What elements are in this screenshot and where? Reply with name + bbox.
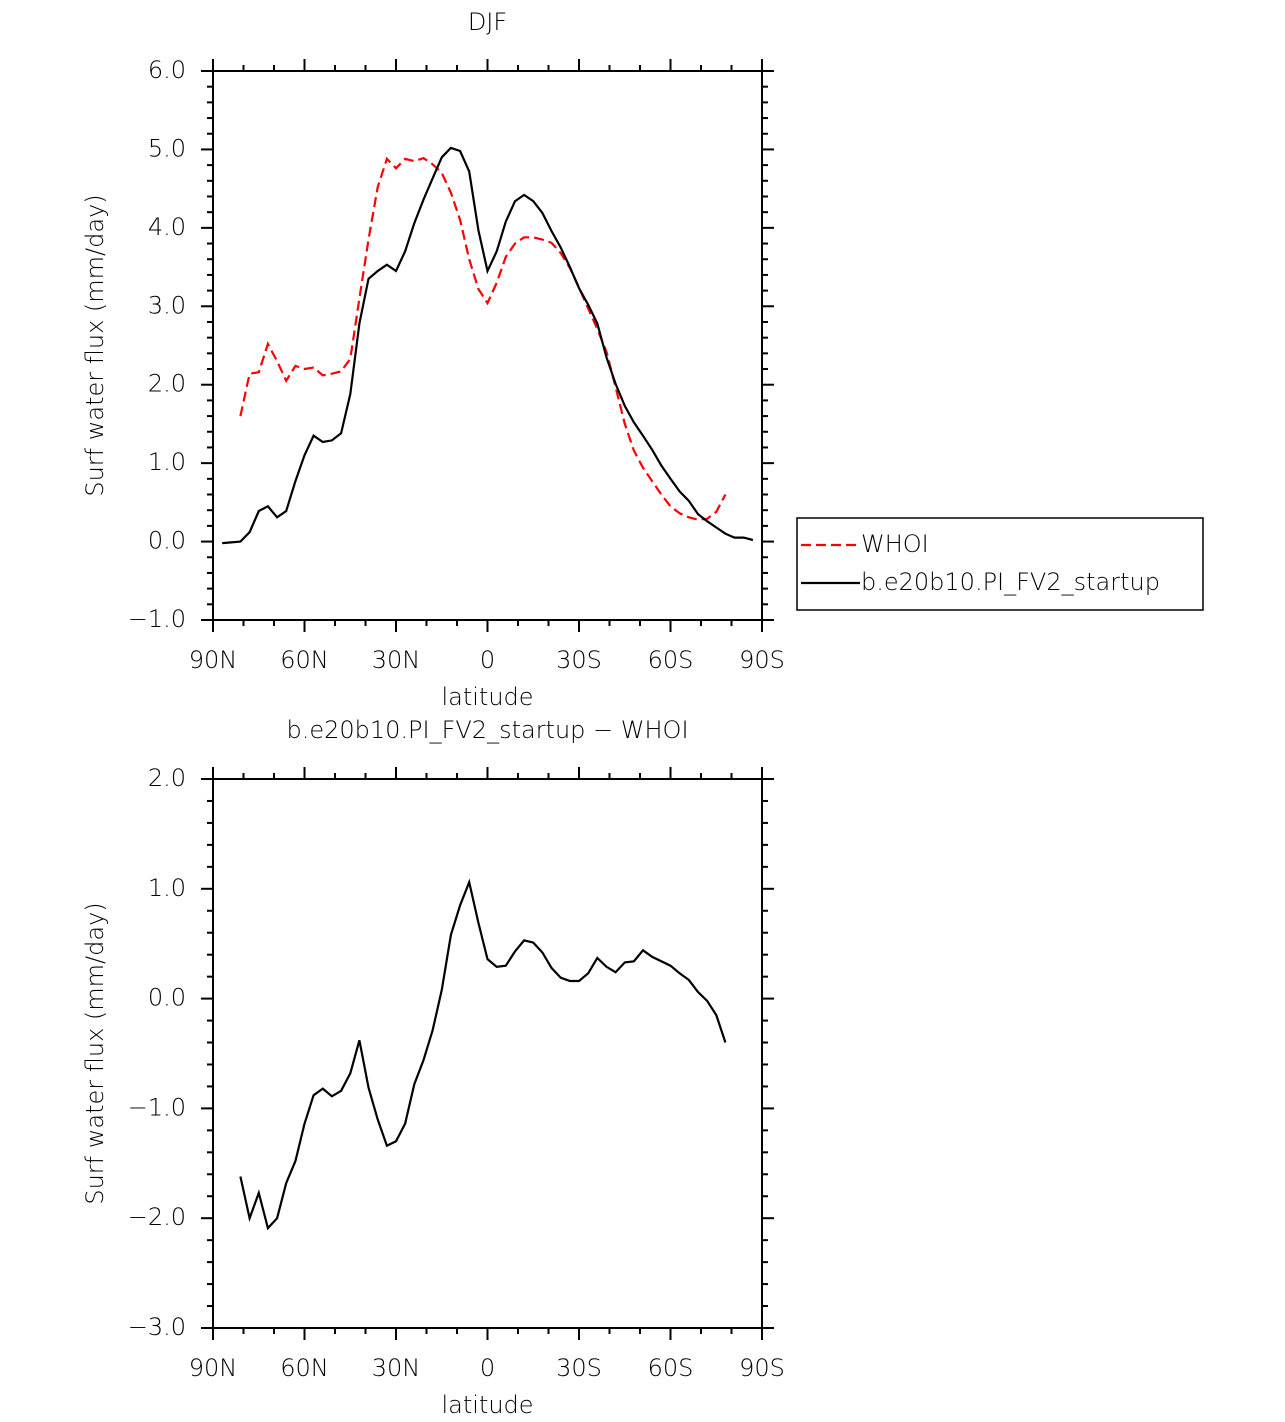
x-tick-label: 60N <box>280 646 329 674</box>
data-line <box>239 156 727 521</box>
y-tick-label: 1.0 <box>148 874 186 902</box>
y-tick-label: −3.0 <box>128 1313 186 1341</box>
x-tick-label: 0 <box>480 646 495 674</box>
legend-box <box>796 517 1204 611</box>
chart-title: DJF <box>468 8 507 36</box>
y-tick-label: 2.0 <box>148 370 186 398</box>
y-tick-label: 1.0 <box>148 448 186 476</box>
x-tick-label: 90S <box>739 1354 785 1382</box>
legend-label: b.e20b10.PI_FV2_startup <box>861 568 1160 596</box>
y-tick-label: −1.0 <box>128 605 186 633</box>
data-line <box>239 878 727 1231</box>
y-tick-label: 0.0 <box>148 527 186 555</box>
y-tick-label: −2.0 <box>128 1203 186 1231</box>
x-tick-label: 30N <box>372 1354 421 1382</box>
y-tick-label: 2.0 <box>148 764 186 792</box>
y-tick-label: 3.0 <box>148 291 186 319</box>
x-axis-label: latitude <box>441 1391 533 1419</box>
x-axis-label: latitude <box>441 683 533 711</box>
x-tick-label: 90S <box>739 646 785 674</box>
y-axis-label: Surf water flux (mm/day) <box>81 902 109 1204</box>
data-line <box>222 146 754 545</box>
x-tick-label: 90N <box>189 1354 238 1382</box>
x-tick-label: 60N <box>280 1354 329 1382</box>
x-tick-label: 60S <box>648 646 694 674</box>
y-axis-label: Surf water flux (mm/day) <box>81 194 109 496</box>
y-tick-label: −1.0 <box>128 1093 186 1121</box>
y-tick-label: 6.0 <box>148 56 186 84</box>
x-tick-label: 60S <box>648 1354 694 1382</box>
x-tick-label: 30S <box>556 646 602 674</box>
plot-frame <box>212 70 763 621</box>
y-tick-label: 0.0 <box>148 984 186 1012</box>
legend-label: WHOI <box>861 530 929 558</box>
x-tick-label: 0 <box>480 1354 495 1382</box>
y-tick-label: 4.0 <box>148 213 186 241</box>
chart-title: b.e20b10.PI_FV2_startup − WHOI <box>286 716 688 744</box>
x-tick-label: 30S <box>556 1354 602 1382</box>
x-tick-label: 90N <box>189 646 238 674</box>
plot-frame <box>212 778 763 1329</box>
x-tick-label: 30N <box>372 646 421 674</box>
y-tick-label: 5.0 <box>148 134 186 162</box>
